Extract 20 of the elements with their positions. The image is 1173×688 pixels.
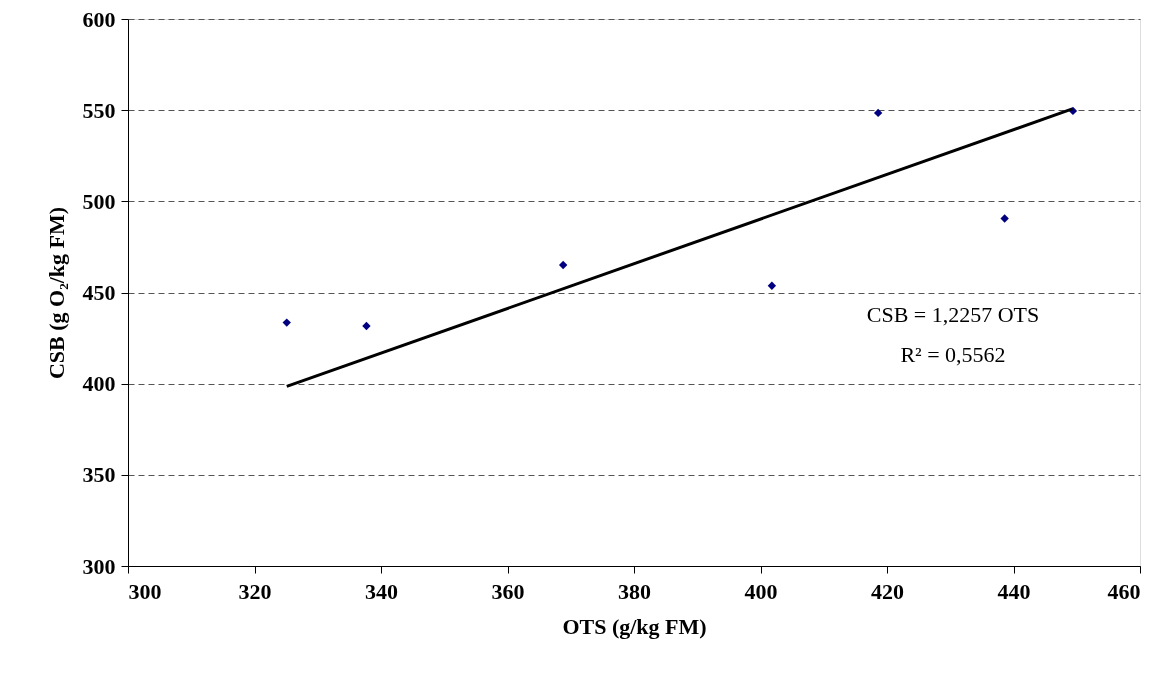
y-tick-label: 550 [82,97,116,123]
x-tick-label: 380 [618,578,651,604]
x-tick-label: 360 [491,578,525,604]
y-tick-label: 300 [82,553,116,579]
x-tick-label: 400 [744,578,778,604]
x-tick-label: 320 [238,578,272,604]
x-tick-label: 300 [128,578,162,604]
x-tick-label: 340 [365,578,398,604]
x-tick-label: 460 [1107,578,1141,604]
y-tick-label: 500 [82,188,116,214]
x-tick-label: 440 [997,578,1031,604]
x-tick-label: 420 [871,578,904,604]
x-axis-title: OTS (g/kg FM) [562,613,707,639]
y-tick-label: 600 [82,6,116,32]
y-tick-label: 400 [82,371,116,397]
y-axis-title: CSB (g O₂/kg FM) [43,206,69,380]
annotation: R² = 0,5562 [900,342,1006,367]
annotation: CSB = 1,2257 OTS [866,302,1040,327]
y-tick-label: 350 [82,462,116,488]
y-tick-label: 450 [82,280,116,305]
